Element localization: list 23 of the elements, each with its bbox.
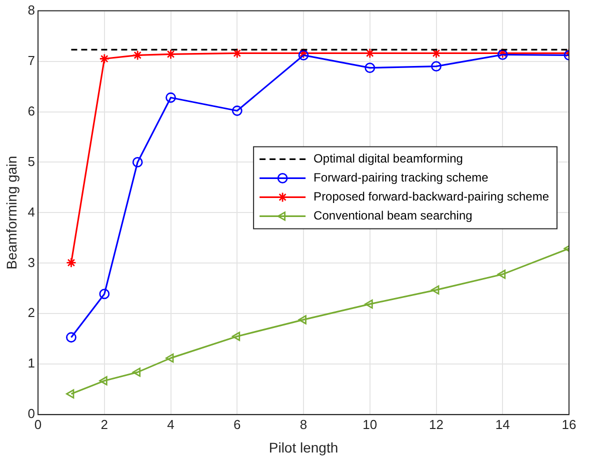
legend-label: Proposed forward-backward-pairing scheme <box>314 190 550 204</box>
y-tick-label: 8 <box>28 2 36 18</box>
y-tick-label: 0 <box>28 406 36 422</box>
legend-label: Optimal digital beamforming <box>314 152 463 166</box>
y-tick-label: 6 <box>28 103 36 118</box>
y-tick-label: 3 <box>28 254 36 270</box>
y-tick-label: 1 <box>28 356 36 371</box>
x-tick-label: 6 <box>234 416 241 432</box>
y-tick-label: 2 <box>28 305 36 320</box>
y-tick-label: 7 <box>28 52 36 68</box>
y-tick-label: 4 <box>28 204 36 220</box>
y-tick-label: 5 <box>28 154 36 169</box>
x-tick-label: 8 <box>300 416 308 432</box>
x-tick-label: 4 <box>167 416 174 432</box>
y-axis-title: Beamforming gain <box>3 156 20 270</box>
x-tick-label: 10 <box>362 416 378 432</box>
x-tick-label: 14 <box>495 416 510 432</box>
x-tick-label: 2 <box>100 416 108 432</box>
legend-label: Forward-pairing tracking scheme <box>314 170 489 185</box>
x-tick-label: 16 <box>562 416 576 432</box>
x-axis-title: Pilot length <box>268 439 338 456</box>
legend-label: Conventional beam searching <box>314 208 472 223</box>
x-tick-label: 12 <box>429 416 444 432</box>
